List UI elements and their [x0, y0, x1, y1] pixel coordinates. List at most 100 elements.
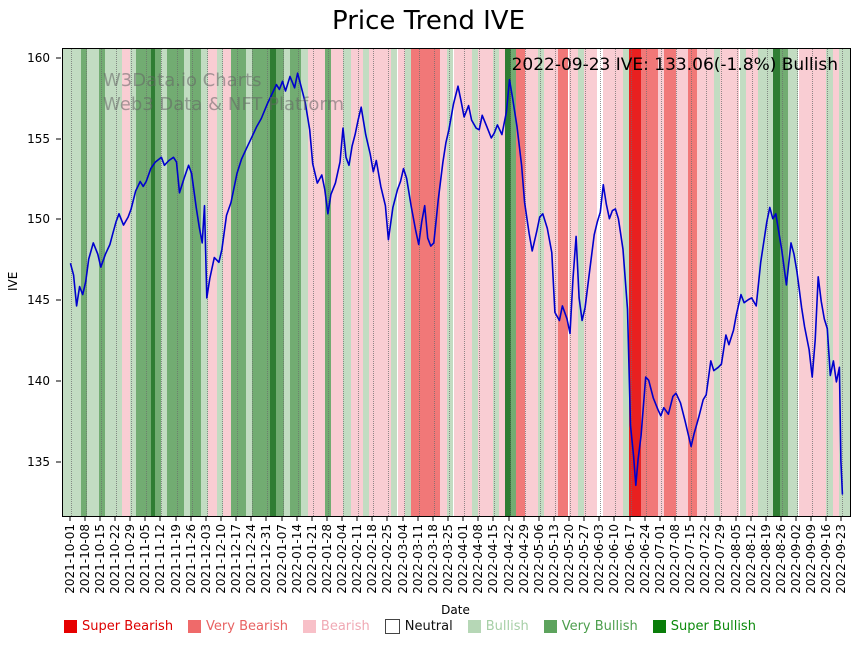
- x-tick-mark: [281, 516, 282, 521]
- x-tick-mark: [840, 516, 842, 521]
- x-tick-mark: [735, 516, 736, 521]
- x-axis-ticks: 2021-10-01 2021-10-08 2021-10-15 2021-10-22…: [62, 516, 849, 606]
- gridline: [100, 49, 102, 516]
- x-tick-mark: [205, 516, 207, 521]
- x-tick-label: 2022-03-18: [425, 524, 440, 594]
- x-tick-mark: [659, 516, 661, 521]
- gridline: [388, 49, 390, 516]
- x-tick-mark: [508, 516, 509, 521]
- gridline: [403, 49, 405, 516]
- legend-item-super-bearish: Super Bearish: [64, 619, 173, 634]
- legend-swatch-bearish: [302, 620, 316, 633]
- gridline: [766, 49, 768, 516]
- gridline: [494, 49, 496, 516]
- y-tick-mark: [56, 299, 61, 301]
- x-tick-mark: [220, 516, 222, 521]
- sentiment-band-bullish: [161, 49, 168, 516]
- legend-swatch-very-bullish: [543, 620, 557, 633]
- sentiment-band-very-bullish: [252, 49, 271, 516]
- y-tick-label: 145: [27, 293, 50, 308]
- x-tick-mark: [175, 516, 176, 521]
- plot-area: W3Data.io Charts Web3 Data & NFT Platfor…: [62, 48, 851, 517]
- sentiment-band-bearish: [833, 49, 840, 516]
- x-tick-mark: [69, 516, 71, 521]
- gridline: [206, 49, 208, 516]
- sentiment-band-super-bullish: [772, 49, 781, 516]
- sentiment-band-super-bullish: [270, 49, 277, 516]
- x-tick-label: 2022-04-01: [456, 524, 471, 594]
- x-tick-mark: [477, 516, 479, 521]
- gridline: [676, 49, 677, 516]
- legend-label-bullish: Bullish: [485, 619, 529, 634]
- gridline: [464, 49, 466, 516]
- sentiment-band-bullish: [447, 49, 454, 516]
- y-tick-label: 140: [27, 373, 50, 388]
- x-tick-mark: [553, 516, 555, 521]
- x-tick-mark: [765, 516, 767, 521]
- sentiment-band-bearish: [544, 49, 558, 516]
- sentiment-band-super-bearish: [629, 49, 642, 516]
- x-tick-label: 2022-08-19: [758, 524, 773, 594]
- sentiment-band-very-bullish: [99, 49, 106, 516]
- sentiment-band-bearish: [583, 49, 598, 516]
- sentiment-band-very-bearish: [515, 49, 525, 516]
- sentiment-band-very-bullish: [231, 49, 247, 516]
- sentiment-band-super-bullish: [150, 49, 156, 516]
- sentiment-band-bullish: [246, 49, 253, 516]
- sentiment-band-bearish: [719, 49, 740, 516]
- gridline: [221, 49, 223, 516]
- x-tick-mark: [492, 516, 494, 521]
- x-tick-mark: [447, 516, 449, 521]
- y-axis-ticks: 135 140 145 150 155 160: [0, 48, 62, 515]
- x-tick-label: 2022-06-03: [592, 524, 607, 594]
- y-tick-mark: [56, 380, 61, 382]
- y-tick-mark: [56, 461, 61, 463]
- x-tick-label: 2022-06-17: [622, 524, 637, 594]
- legend: Super Bearish Very Bearish Bearish Neutral B…: [64, 619, 756, 634]
- gridline: [751, 49, 753, 516]
- x-tick-label: 2022-03-25: [440, 524, 455, 594]
- legend-swatch-neutral: [384, 619, 400, 634]
- x-tick-mark: [250, 516, 252, 521]
- x-tick-label: 2021-12-10: [213, 524, 228, 594]
- x-tick-label: 2022-08-05: [728, 524, 743, 594]
- x-tick-mark: [402, 516, 403, 521]
- sentiment-band-very-bullish: [190, 49, 201, 516]
- x-tick-mark: [235, 516, 237, 521]
- x-tick-mark: [598, 516, 600, 521]
- sentiment-band-very-bullish: [155, 49, 162, 516]
- x-tick-label: 2022-09-23: [834, 524, 849, 594]
- x-tick-label: 2021-12-24: [244, 524, 259, 594]
- x-tick-label: 2022-02-18: [365, 524, 380, 594]
- sentiment-band-very-bullish: [167, 49, 184, 516]
- legend-label-bearish: Bearish: [320, 619, 370, 634]
- x-tick-mark: [810, 516, 812, 521]
- gridline: [842, 49, 844, 516]
- watermark: W3Data.io Charts Web3 Data & NFT Platfor…: [103, 69, 344, 118]
- x-tick-label: 2022-01-28: [319, 524, 334, 594]
- sentiment-band-bearish: [477, 49, 493, 516]
- sentiment-band-bearish: [697, 49, 714, 516]
- sentiment-band-bullish: [825, 49, 834, 516]
- x-tick-mark: [341, 516, 343, 521]
- sentiment-band-bullish: [63, 49, 82, 516]
- sentiment-band-very-bearish: [688, 49, 698, 516]
- x-tick-label: 2022-09-16: [819, 524, 834, 594]
- x-axis-label: Date: [441, 603, 470, 617]
- x-tick-mark: [371, 516, 373, 521]
- x-tick-label: 2022-04-15: [486, 524, 501, 594]
- x-tick-label: 2022-01-14: [289, 524, 304, 594]
- x-tick-mark: [523, 516, 525, 521]
- x-tick-mark: [326, 516, 328, 521]
- x-tick-mark: [674, 516, 676, 521]
- x-tick-mark: [583, 516, 585, 521]
- gridline: [827, 49, 829, 516]
- x-tick-label: 2021-10-08: [77, 524, 92, 594]
- x-tick-label: 2022-08-12: [743, 524, 758, 594]
- legend-swatch-bullish: [467, 620, 481, 633]
- x-tick-label: 2021-10-15: [92, 524, 107, 594]
- sentiment-band-super-bullish: [504, 49, 511, 516]
- x-tick-mark: [568, 516, 570, 521]
- sentiment-band-bearish: [208, 49, 218, 516]
